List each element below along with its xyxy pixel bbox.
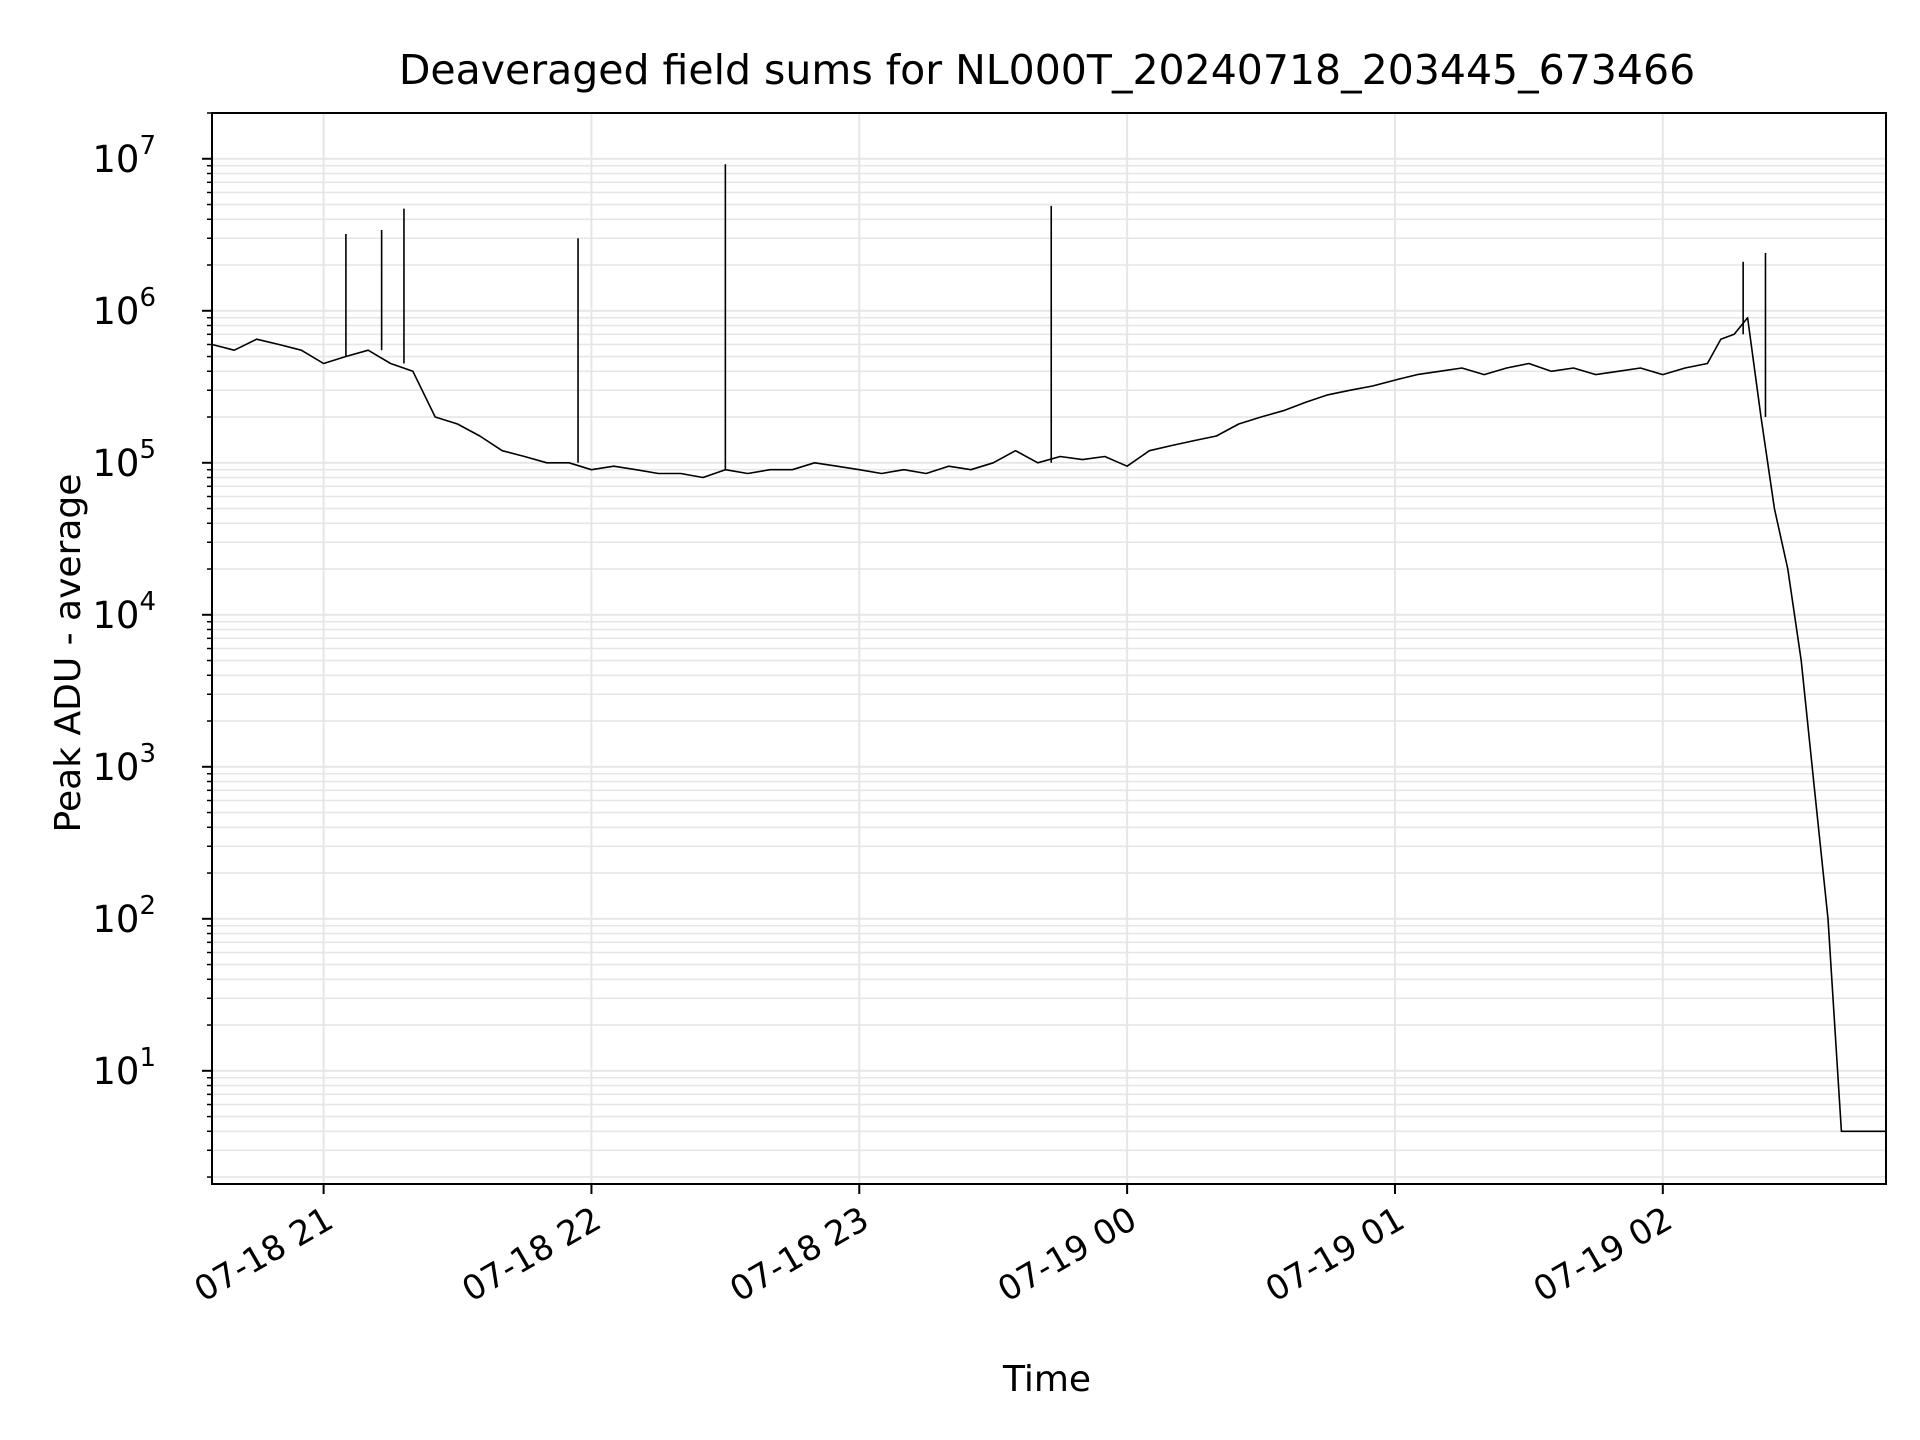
y-tick-label-base: 10 (92, 594, 139, 637)
y-tick-label-exponent: 2 (139, 891, 156, 921)
y-tick-label-exponent: 3 (139, 739, 156, 769)
grid (212, 112, 1886, 1184)
y-tick-label: 106 (92, 283, 156, 333)
series-line (211, 316, 1886, 1133)
y-tick-label-base: 10 (92, 290, 139, 333)
x-tick-label: 07-19 01 (1259, 1199, 1411, 1310)
y-tick-label: 107 (92, 131, 156, 181)
y-tick-label-base: 10 (92, 442, 139, 485)
y-tick-label-base: 10 (92, 898, 139, 941)
y-tick-label: 103 (92, 739, 156, 789)
y-tick-label-exponent: 7 (139, 131, 156, 161)
x-axis-label: Time (1002, 1359, 1091, 1400)
x-tick-label: 07-18 23 (723, 1199, 875, 1310)
y-tick-label-exponent: 6 (139, 283, 156, 313)
y-tick-label-base: 10 (92, 746, 139, 789)
series-layer (211, 164, 1886, 1133)
y-tick-label: 105 (92, 435, 156, 485)
y-tick-label: 102 (92, 891, 156, 941)
y-axis-label: Peak ADU - average (48, 474, 89, 833)
y-tick-label: 104 (92, 587, 156, 637)
y-tick-label-exponent: 1 (139, 1043, 156, 1073)
y-tick-label-base: 10 (92, 1050, 139, 1093)
x-tick-label: 07-19 02 (1527, 1199, 1679, 1310)
chart-title: Deaveraged field sums for NL000T_2024071… (399, 46, 1695, 94)
y-tick-label-exponent: 4 (139, 587, 156, 617)
x-tick-label: 07-18 21 (188, 1199, 340, 1310)
y-tick-label: 101 (92, 1043, 156, 1093)
x-tick-label: 07-18 22 (456, 1199, 608, 1310)
y-tick-label-base: 10 (92, 138, 139, 181)
y-tick-label-exponent: 5 (139, 435, 156, 465)
x-tick-label: 07-19 00 (991, 1199, 1143, 1310)
